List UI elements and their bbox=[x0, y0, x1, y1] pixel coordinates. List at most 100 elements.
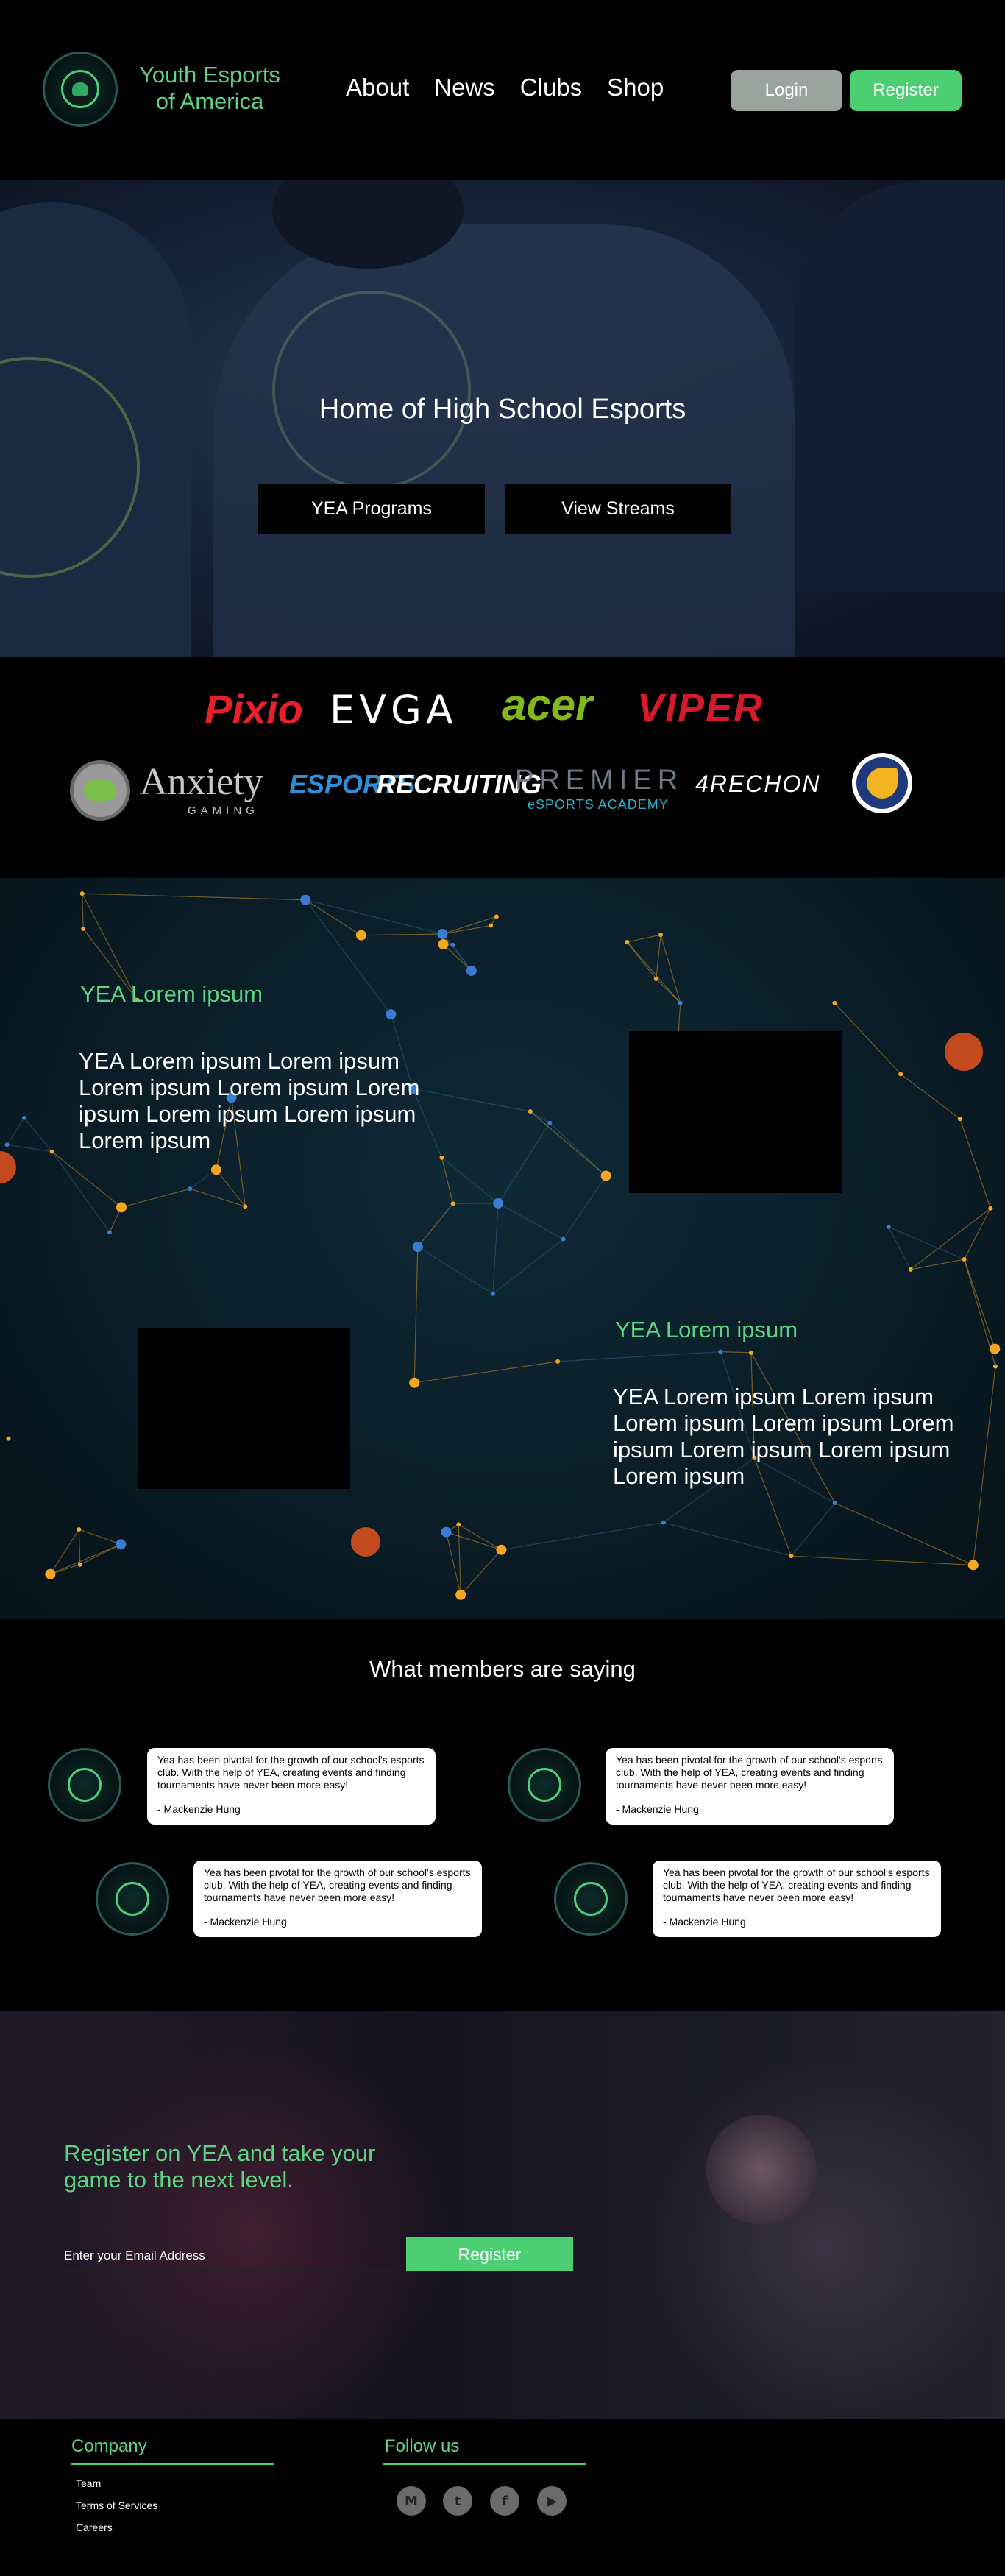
testimonial-author: - Mackenzie Hung bbox=[157, 1803, 241, 1815]
network-node bbox=[528, 1109, 533, 1114]
network-edge bbox=[82, 928, 138, 1001]
network-node bbox=[490, 1291, 495, 1296]
site-header: Youth Esports of America About News Club… bbox=[0, 0, 1005, 180]
network-node bbox=[658, 933, 664, 938]
medium-icon[interactable]: M bbox=[397, 2486, 426, 2516]
network-edge bbox=[82, 894, 84, 929]
network-node bbox=[77, 1562, 82, 1567]
network-node bbox=[439, 1155, 444, 1160]
sponsor-eagle-logo-icon[interactable] bbox=[852, 753, 912, 813]
nav-news[interactable]: News bbox=[434, 74, 495, 101]
network-node bbox=[898, 1072, 903, 1077]
network-edge bbox=[79, 1529, 121, 1545]
network-edge bbox=[413, 1247, 419, 1383]
network-node bbox=[81, 926, 86, 931]
network-node bbox=[408, 1083, 419, 1094]
network-node bbox=[77, 1527, 82, 1532]
network-node bbox=[107, 1230, 112, 1235]
testimonial-card: Yea has been pivotal for the growth of o… bbox=[606, 1748, 894, 1825]
hero-photo-person-right bbox=[795, 180, 1005, 592]
network-edge bbox=[24, 1117, 53, 1152]
sponsors-strip: Pixio EVGA acer VIPER Anxiety GAMING ESP… bbox=[0, 657, 1005, 878]
network-edge bbox=[660, 934, 681, 1003]
footer-link-terms[interactable]: Terms of Services bbox=[76, 2499, 158, 2511]
network-edge bbox=[231, 1097, 246, 1207]
network-edge bbox=[663, 1522, 792, 1557]
network-edge bbox=[442, 916, 497, 935]
network-node bbox=[832, 1501, 837, 1506]
hero-title: Home of High School Esports bbox=[319, 394, 686, 425]
sponsor-viper-logo[interactable]: VIPER bbox=[637, 686, 764, 730]
sponsor-anxiety-logo[interactable]: Anxiety bbox=[140, 761, 263, 803]
network-node bbox=[493, 1197, 504, 1209]
network-edge bbox=[52, 1151, 110, 1233]
network-edge bbox=[973, 1366, 996, 1565]
network-node bbox=[300, 894, 311, 905]
twitter-icon[interactable]: t bbox=[443, 2486, 472, 2516]
member-avatar bbox=[554, 1862, 628, 1936]
network-edge bbox=[549, 1122, 607, 1176]
sponsor-pixio-logo[interactable]: Pixio bbox=[205, 686, 303, 732]
sponsor-recruiting-logo[interactable]: RECRUITING bbox=[377, 769, 541, 799]
network-edge bbox=[441, 933, 472, 972]
cta-register-button[interactable]: Register bbox=[406, 2237, 573, 2271]
network-node bbox=[962, 1257, 967, 1262]
network-node bbox=[438, 939, 449, 950]
network-edge bbox=[82, 893, 306, 901]
cta-title: Register on YEA and take your game to th… bbox=[64, 2140, 376, 2193]
youtube-icon[interactable]: ▶ bbox=[537, 2486, 567, 2516]
testimonial-card: Yea has been pivotal for the growth of o… bbox=[653, 1861, 941, 1937]
network-edge bbox=[753, 1457, 792, 1557]
login-button[interactable]: Login bbox=[731, 70, 842, 111]
facebook-icon[interactable]: f bbox=[490, 2486, 519, 2516]
sponsor-esports-logo[interactable]: ESPORTS bbox=[289, 769, 416, 799]
cta-background-art-left bbox=[59, 2041, 441, 2419]
network-edge bbox=[530, 1111, 550, 1124]
brand-name[interactable]: Youth Esports of America bbox=[132, 62, 287, 115]
network-node bbox=[466, 965, 477, 976]
testimonial-quote: Yea has been pivotal for the growth of o… bbox=[157, 1754, 425, 1791]
yea-logo-icon[interactable] bbox=[43, 52, 118, 127]
nav-about[interactable]: About bbox=[346, 74, 410, 101]
sponsor-premier-logo[interactable]: PREMIER bbox=[515, 765, 684, 796]
network-edge bbox=[121, 1188, 191, 1208]
network-edge bbox=[413, 1088, 530, 1112]
network-node bbox=[748, 1350, 753, 1355]
network-node bbox=[409, 1377, 420, 1388]
register-button[interactable]: Register bbox=[850, 70, 962, 111]
network-node bbox=[412, 1242, 423, 1253]
email-input[interactable] bbox=[64, 2241, 395, 2271]
network-node bbox=[992, 1364, 998, 1369]
site-footer: Company Team Terms of Services Careers F… bbox=[0, 2419, 1005, 2576]
network-edge bbox=[656, 978, 681, 1004]
sponsor-archon-logo[interactable]: 4RECHON bbox=[695, 771, 821, 797]
network-node bbox=[653, 976, 658, 981]
network-node bbox=[625, 939, 630, 944]
sponsor-acer-logo[interactable]: acer bbox=[502, 680, 593, 729]
network-node bbox=[243, 1204, 248, 1209]
network-node bbox=[450, 942, 455, 947]
testimonial-quote: Yea has been pivotal for the growth of o… bbox=[663, 1866, 930, 1903]
footer-link-team[interactable]: Team bbox=[76, 2477, 102, 2489]
feature-2-body: YEA Lorem ipsum Lorem ipsum Lorem ipsum … bbox=[613, 1384, 954, 1489]
network-node bbox=[832, 1000, 837, 1005]
network-node bbox=[988, 1206, 993, 1211]
nav-shop[interactable]: Shop bbox=[607, 74, 664, 101]
network-node bbox=[718, 1349, 723, 1354]
network-node bbox=[210, 1164, 221, 1175]
sponsor-premier-subtitle: eSPORTS ACADEMY bbox=[528, 797, 669, 812]
network-node bbox=[116, 1539, 127, 1550]
sponsor-evga-logo[interactable]: EVGA bbox=[330, 687, 458, 733]
yea-programs-button[interactable]: YEA Programs bbox=[258, 484, 485, 534]
network-node bbox=[967, 1560, 979, 1571]
gamepad-icon bbox=[61, 70, 99, 108]
view-streams-button[interactable]: View Streams bbox=[505, 484, 731, 534]
network-edge bbox=[964, 1259, 995, 1349]
nav-clubs[interactable]: Clubs bbox=[519, 74, 583, 101]
footer-link-careers[interactable]: Careers bbox=[76, 2522, 113, 2533]
network-node bbox=[600, 1170, 611, 1181]
network-node bbox=[496, 1544, 507, 1555]
network-node bbox=[135, 997, 140, 1002]
testimonials-title: What members are saying bbox=[369, 1656, 636, 1682]
cta-background-art-face bbox=[706, 2115, 817, 2225]
